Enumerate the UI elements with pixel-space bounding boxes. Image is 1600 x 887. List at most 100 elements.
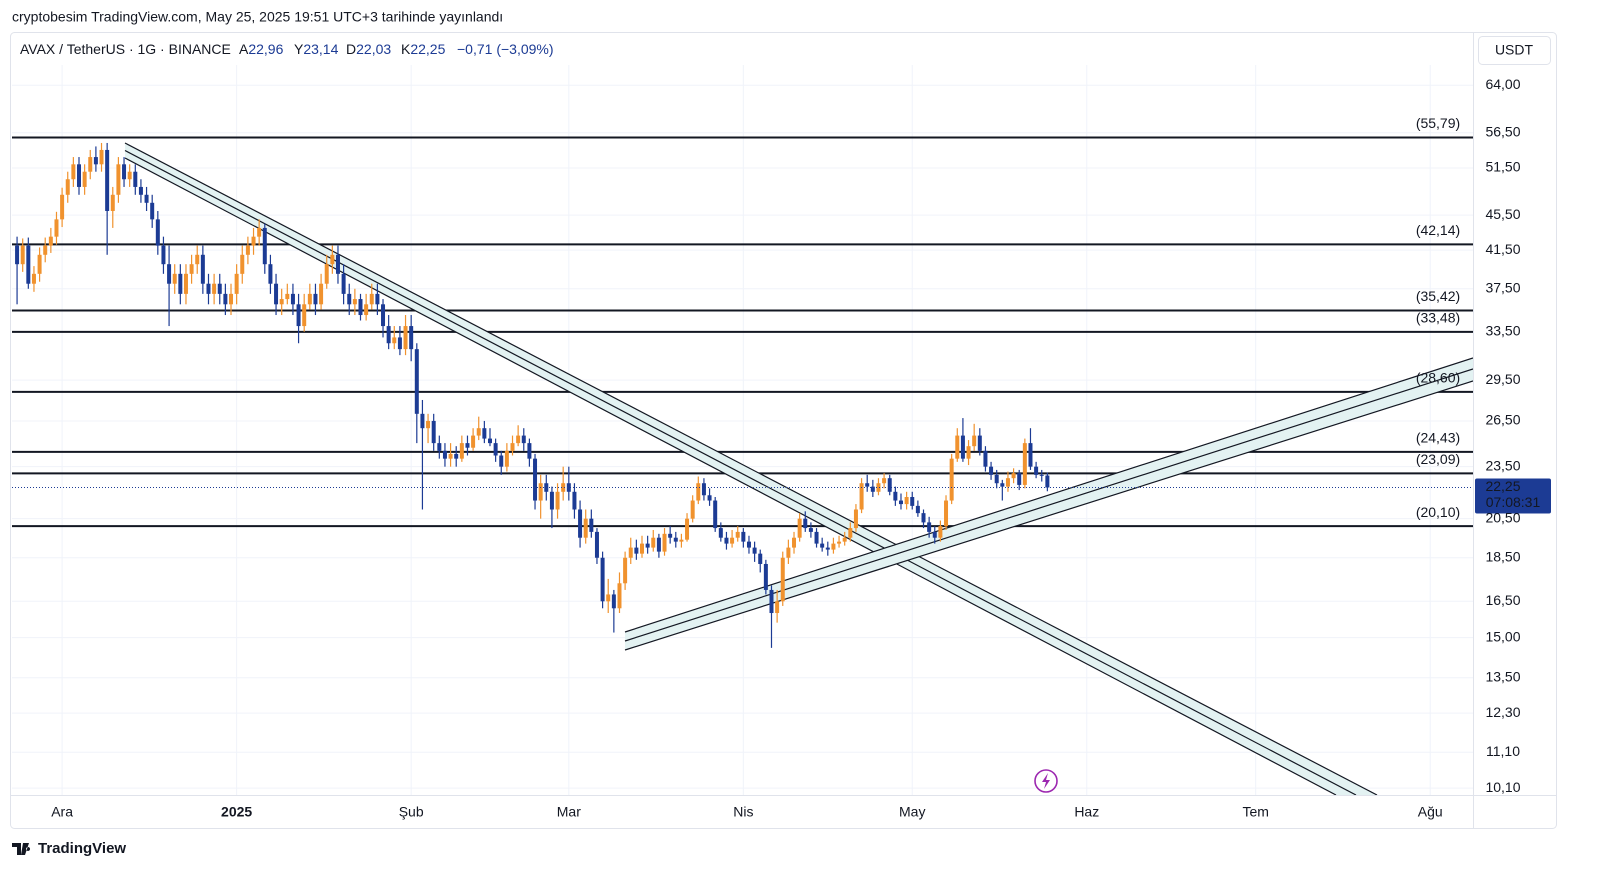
y-tick-label: 20,50	[1485, 509, 1520, 525]
candle-body	[679, 539, 684, 542]
candle-body	[713, 500, 718, 529]
candle-body	[465, 443, 470, 448]
logo-mark	[12, 843, 31, 855]
candle-body	[183, 273, 188, 294]
candle-body	[245, 245, 250, 255]
candle-body	[471, 435, 476, 448]
candle-body	[347, 293, 352, 305]
candle-body	[1011, 473, 1016, 479]
candle-body	[600, 557, 605, 602]
candle-body	[538, 483, 543, 501]
candle-body	[116, 164, 121, 195]
candle-body	[623, 557, 628, 584]
candle-body	[279, 299, 284, 305]
candle-body	[628, 547, 633, 558]
ohlc-value: 22,25	[410, 41, 445, 57]
y-tick-label: 45,50	[1485, 206, 1520, 222]
candle-body	[758, 553, 763, 564]
candle-body	[110, 194, 115, 211]
candle-body	[229, 293, 234, 305]
trend-channels	[124, 142, 1473, 795]
candle-body	[335, 254, 340, 274]
candle-body	[257, 227, 262, 237]
candle-body	[268, 264, 273, 284]
candle-body	[60, 194, 65, 220]
candle-body	[493, 443, 498, 456]
candle-body	[392, 337, 397, 344]
candle-body	[960, 435, 965, 459]
candle-body	[127, 171, 132, 180]
candle-body	[972, 435, 977, 447]
candle-body	[426, 420, 431, 429]
candle-body	[921, 513, 926, 523]
candle-body	[1028, 443, 1033, 467]
candle-body	[319, 283, 324, 305]
channel-line	[124, 149, 1357, 795]
candle-body	[330, 254, 335, 265]
candle-body	[994, 474, 999, 484]
alert-bolt[interactable]	[1042, 773, 1050, 789]
candle-body	[200, 254, 205, 284]
candle-body	[690, 500, 695, 519]
candle-body	[1005, 478, 1010, 487]
candle-body	[786, 547, 791, 558]
candle-body	[409, 326, 414, 350]
candle-body	[983, 450, 988, 467]
candle-body	[870, 486, 875, 492]
candle-body	[516, 435, 521, 444]
candle-body	[842, 537, 847, 542]
candle-body	[195, 254, 200, 265]
candle-body	[814, 531, 819, 544]
candle-body	[431, 420, 436, 444]
candle-body	[15, 245, 20, 265]
candle-body	[887, 478, 892, 492]
candle-body	[189, 264, 194, 274]
candle-body	[696, 483, 701, 501]
y-tick-label: 41,50	[1485, 241, 1520, 257]
candle-body	[724, 537, 729, 544]
candle-body	[448, 453, 453, 459]
candle-body	[898, 500, 903, 505]
candle-body	[88, 157, 93, 172]
candle-body	[752, 547, 757, 554]
last-price-box	[1475, 478, 1551, 514]
candle-body	[1034, 466, 1039, 475]
symbol-legend: AVAX / TetherUS · 1G · BINANCE A22,96 Y23,…	[20, 41, 554, 57]
candle-body	[290, 293, 295, 305]
channel-line	[124, 142, 1378, 795]
x-tick-label: Şub	[399, 804, 424, 820]
currency[interactable]: USDT	[1495, 42, 1534, 58]
channel-line	[624, 368, 1473, 642]
candle-body	[364, 304, 369, 316]
candle-body	[707, 495, 712, 501]
channel-fill	[625, 358, 1473, 650]
y-tick-label: 11,10	[1486, 743, 1520, 759]
candle-body	[454, 453, 459, 459]
ohlc-value: 22,96	[248, 41, 283, 57]
candle-body	[420, 413, 425, 429]
candle-body	[808, 528, 813, 532]
brand: TradingView	[38, 840, 126, 857]
level-label: (24,43)	[1416, 430, 1460, 446]
candle-body	[369, 293, 374, 305]
candle-body	[865, 483, 870, 487]
currency-button[interactable]	[1478, 36, 1551, 65]
candle-body	[741, 531, 746, 542]
candle-body	[476, 428, 481, 436]
candle-body	[459, 443, 464, 459]
candle-body	[825, 547, 830, 550]
candle-body	[251, 236, 256, 246]
candle-body	[797, 518, 802, 538]
y-tick-label: 37,50	[1485, 279, 1520, 295]
level-label: (20,10)	[1416, 504, 1460, 520]
candle-body	[735, 531, 740, 538]
candle-body	[37, 254, 42, 274]
ohlc-label: A	[239, 41, 249, 57]
alert-icon[interactable]	[1034, 769, 1058, 793]
candle-body	[927, 522, 932, 532]
candle-body	[1022, 443, 1027, 485]
candle-body	[296, 304, 301, 327]
candle-body	[656, 537, 661, 552]
candle-body	[1000, 483, 1005, 487]
